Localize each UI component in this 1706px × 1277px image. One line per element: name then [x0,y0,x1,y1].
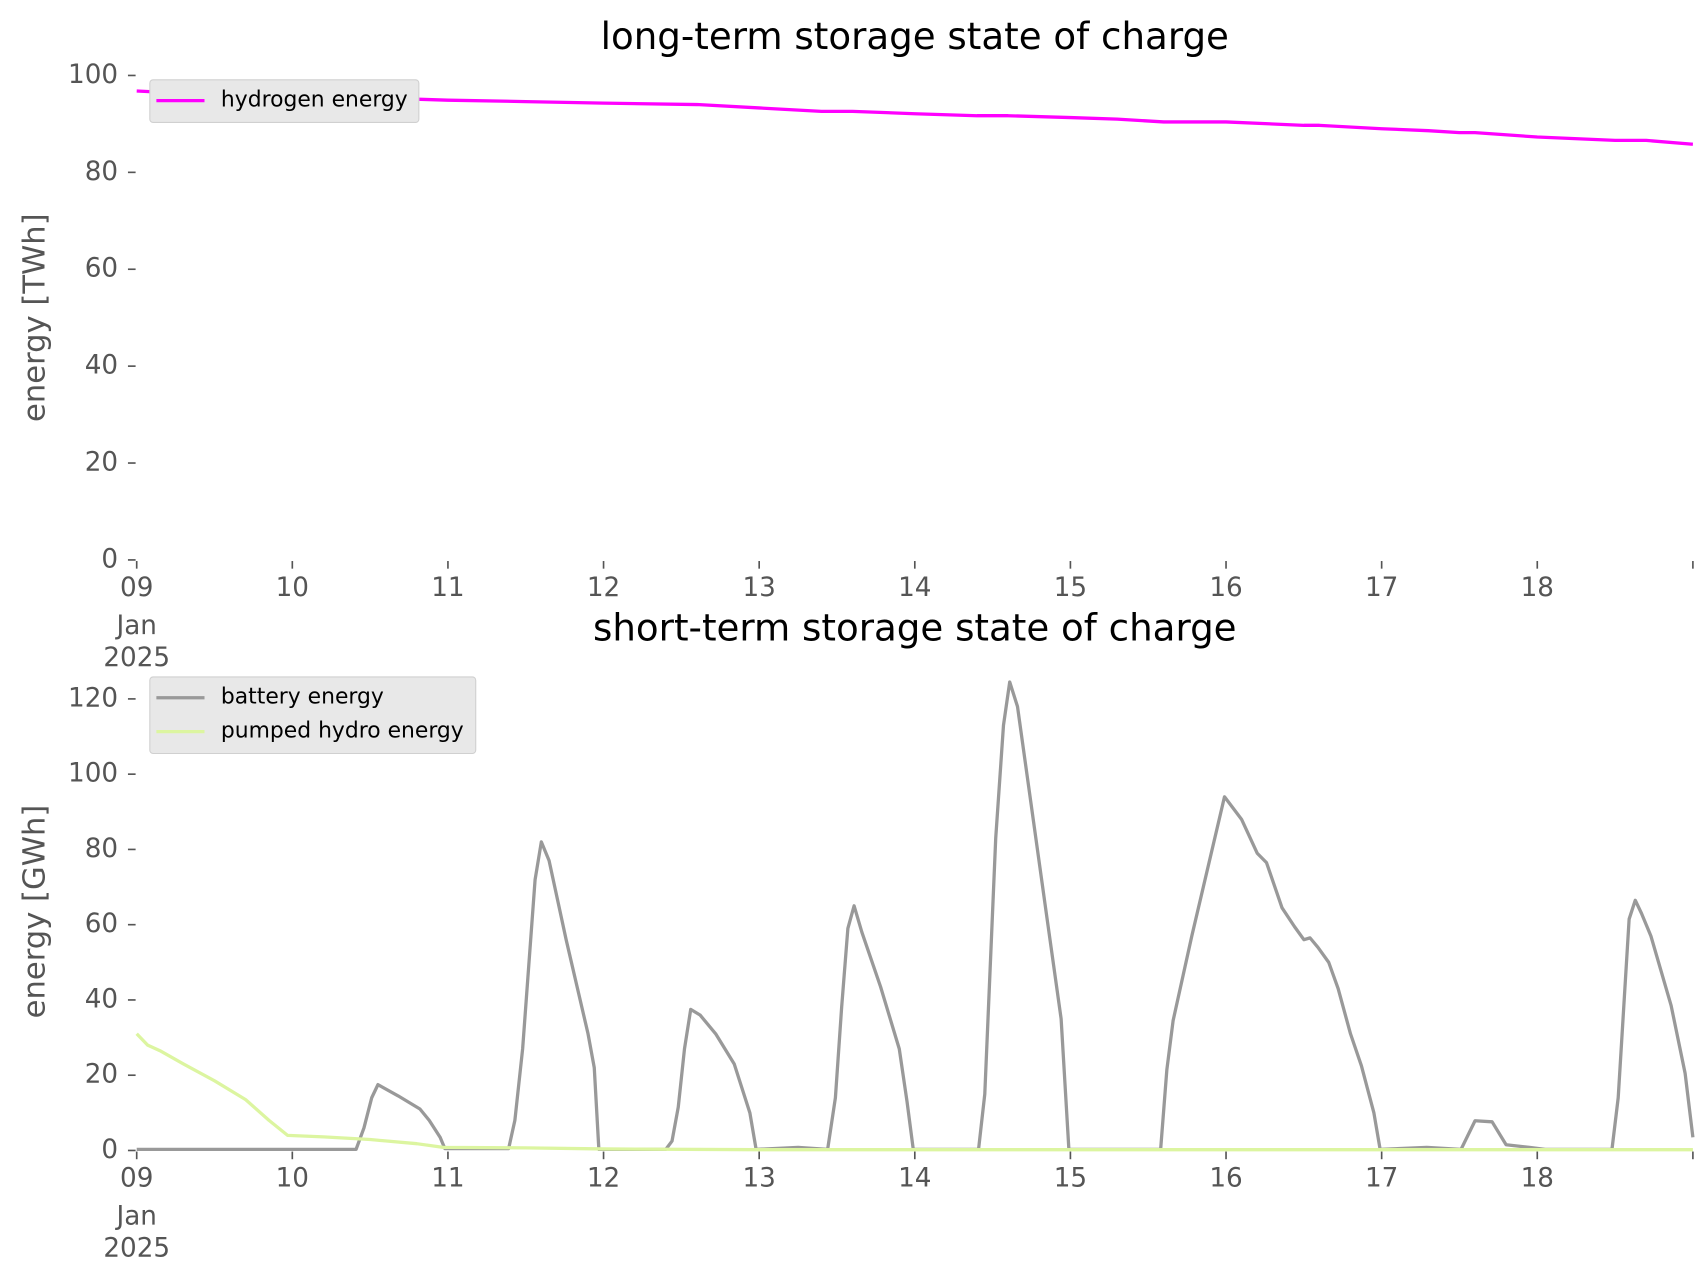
x-sublabel: Jan [114,611,156,641]
y-tick-label: 100 [68,60,118,90]
x-tick-label: 11 [431,573,464,603]
x-tick-label: 16 [1209,1163,1242,1193]
x-tick-label: 17 [1365,573,1398,603]
x-tick-label: 13 [742,573,775,603]
y-tick-label: 60 [85,254,118,284]
x-tick-label: 18 [1521,1163,1554,1193]
y-tick-label: 40 [85,351,118,381]
series-line [135,1032,1693,1152]
x-tick-label: 15 [1054,573,1087,603]
y-tick-label: 0 [101,1135,118,1165]
y-tick-label: 0 [101,544,118,574]
y-tick-label: 80 [85,157,118,187]
series-line [136,89,1694,146]
x-tick-label: 13 [742,1163,775,1193]
x-tick-label: 09 [120,1163,153,1193]
x-tick-label: 09 [120,573,153,603]
chart-title: short-term storage state of charge [593,605,1237,649]
legend-label: hydrogen energy [221,88,408,113]
x-tick-label: 12 [587,1163,620,1193]
y-tick-label: 40 [85,984,118,1014]
x-tick-label: 12 [587,573,620,603]
legend-label: battery energy [221,685,384,710]
x-sublabel: Jan [114,1202,156,1232]
legend: battery energy pumped hydro energy [149,676,477,755]
legend-label: pumped hydro energy [221,719,464,744]
y-tick-label: 20 [85,1060,118,1090]
x-tick-label: 18 [1521,573,1554,603]
x-tick-label: 15 [1054,1163,1087,1193]
x-tick-label: 10 [276,1163,309,1193]
x-tick-label: 10 [276,573,309,603]
legend: hydrogen energy [149,79,420,124]
x-tick-label: 16 [1209,573,1242,603]
legend-box [149,676,477,755]
chart-title: long-term storage state of charge [601,14,1229,58]
y-tick-label: 100 [68,759,118,789]
x-sublabel: 2025 [103,1233,170,1263]
y-tick-label: 120 [68,683,118,713]
legend-box [149,79,420,124]
x-tick-label: 14 [898,573,931,603]
y-axis-label: energy [GWh] [18,805,53,1019]
x-tick-label: 14 [898,1163,931,1193]
x-sublabel: 2025 [103,643,170,673]
y-tick-label: 20 [85,448,118,478]
y-axis-label: energy [TWh] [18,213,53,422]
y-tick-label: 80 [85,834,118,864]
x-tick-label: 11 [431,1163,464,1193]
canvas: long-term storage state of charge energy … [18,14,1695,1263]
y-tick-label: 60 [85,909,118,939]
x-tick-label: 17 [1365,1163,1398,1193]
